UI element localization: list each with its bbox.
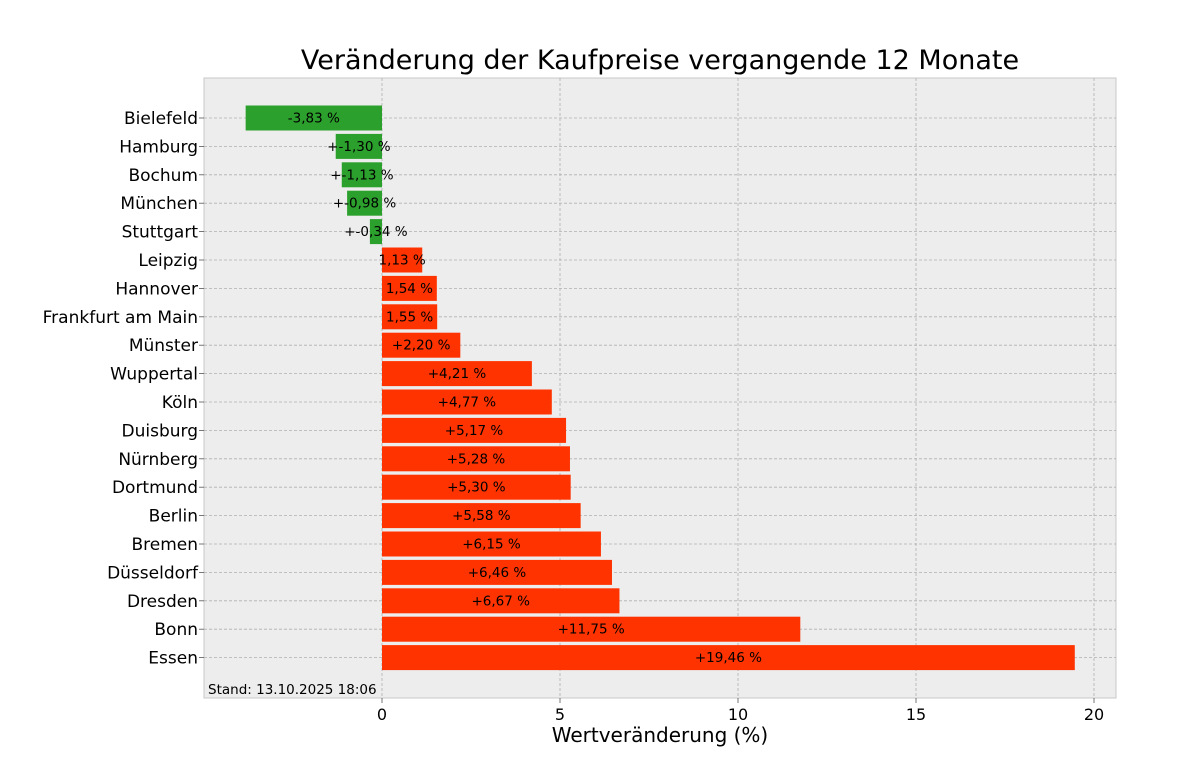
bar	[382, 389, 552, 415]
x-tick-label: 20	[1084, 705, 1104, 724]
category-label: Münster	[129, 336, 198, 356]
category-label: Köln	[162, 393, 198, 413]
category-label: München	[120, 194, 198, 214]
bar	[382, 304, 438, 330]
bar	[382, 361, 532, 387]
bars	[245, 105, 1075, 671]
category-label: Dresden	[127, 592, 198, 612]
x-tick-label: 0	[377, 705, 387, 724]
category-label: Berlin	[149, 507, 198, 527]
data-label: +6,46 %	[468, 565, 527, 581]
data-label: +5,58 %	[452, 508, 511, 524]
bar	[382, 247, 423, 273]
bar	[382, 588, 620, 614]
category-label: Leipzig	[138, 251, 198, 271]
bar	[369, 219, 382, 245]
category-label: Nürnberg	[118, 450, 198, 470]
data-label: +19,46 %	[695, 650, 762, 666]
data-label: +5,17 %	[445, 423, 504, 439]
bar	[382, 616, 801, 642]
data-label: +6,67 %	[471, 593, 530, 609]
chart-title: Veränderung der Kaufpreise vergangende 1…	[301, 45, 1019, 76]
data-label: 1,13 %	[379, 253, 426, 269]
bar	[341, 162, 382, 188]
data-label: +-0,98 %	[333, 196, 397, 212]
data-label: +2,20 %	[392, 338, 451, 354]
x-tick-label: 10	[728, 705, 748, 724]
category-label: Hamburg	[119, 137, 198, 157]
category-label: Frankfurt am Main	[43, 308, 198, 328]
category-label: Essen	[148, 649, 198, 669]
category-label: Hannover	[115, 279, 198, 299]
data-label: +6,15 %	[462, 537, 521, 553]
category-label: Duisburg	[122, 421, 199, 441]
data-label: +-1,13 %	[330, 167, 394, 183]
category-label: Stuttgart	[122, 223, 199, 243]
data-label: 1,55 %	[386, 309, 433, 325]
data-label: -3,83 %	[288, 111, 340, 127]
grid-lines	[204, 78, 1116, 698]
data-label: +4,77 %	[438, 395, 497, 411]
category-labels: Bielefeld Hamburg Bochum München Stuttgart Le…	[43, 109, 204, 669]
data-label: +-0,34 %	[344, 224, 408, 240]
data-label: +5,28 %	[447, 451, 506, 467]
category-label: Bochum	[128, 166, 198, 186]
bar	[382, 645, 1075, 671]
bar	[382, 417, 567, 443]
bar	[382, 332, 461, 358]
data-label: 1,54 %	[386, 281, 433, 297]
bar	[382, 474, 571, 500]
bar	[382, 559, 612, 585]
bar	[382, 503, 581, 529]
timestamp-annotation: Stand: 13.10.2025 18:06	[208, 682, 377, 698]
data-label: +5,30 %	[447, 480, 506, 496]
category-label: Bremen	[131, 535, 198, 555]
bar	[245, 105, 382, 131]
x-tick-label: 15	[906, 705, 926, 724]
category-label: Bonn	[154, 620, 198, 640]
data-label: +11,75 %	[558, 622, 625, 638]
data-label: +-1,30 %	[327, 139, 391, 155]
category-label: Bielefeld	[124, 109, 198, 129]
x-axis-label: Wertveränderung (%)	[552, 723, 769, 747]
category-label: Düsseldorf	[107, 563, 199, 583]
bar	[382, 446, 570, 472]
bar	[382, 531, 601, 557]
bar	[382, 275, 437, 301]
bar	[347, 190, 382, 216]
x-tick-label: 5	[555, 705, 565, 724]
data-label: +4,21 %	[428, 366, 487, 382]
category-label: Wuppertal	[110, 365, 198, 385]
bar	[335, 133, 382, 159]
category-label: Dortmund	[112, 478, 198, 498]
x-tick-labels: 0 5 10 15 20	[377, 698, 1104, 724]
data-labels: -3,83 % +-1,30 % +-1,13 % +-0,98 % +-0,34 % 1…	[288, 111, 762, 667]
